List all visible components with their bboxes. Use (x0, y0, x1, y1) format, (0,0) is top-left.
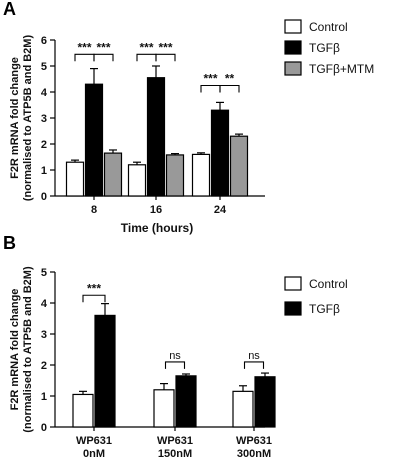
y-axis-label: F2R mRNA fold change(normalised to ATP5B… (9, 35, 34, 202)
legend-label: TGFβ (309, 41, 340, 55)
y-tick-label: 3 (41, 113, 47, 125)
significance-bracket (219, 84, 240, 93)
chart-panel-b: B 0 1 2 3 4 5 F2R mRNA fold change(normalised t… (3, 233, 348, 460)
x-tick-label-line: 150nM (158, 448, 192, 460)
x-tick-label-line: WP631 (157, 435, 193, 447)
y-axis-label-line: F2R mRNA fold change (9, 57, 21, 179)
x-tick-label: 16 (150, 204, 162, 216)
significance-label: *** (203, 72, 217, 86)
panel-label: B (3, 233, 16, 253)
y-axis-label-line: (normalised to ATP5B and B2M) (22, 266, 34, 433)
bar-control-1 (127, 164, 147, 197)
significance-label: ns (248, 350, 260, 362)
bar-control-2 (191, 153, 211, 197)
x-tick-label-line: 0nM (83, 448, 105, 460)
x-tick-label: 24 (214, 204, 227, 216)
significance-bracket (243, 361, 265, 369)
chart-panel-a: A 0 1 2 3 4 5 6 F2R mRNA fold change(normalised … (3, 0, 374, 235)
y-tick-label: 1 (41, 391, 47, 403)
y-tick-label: 4 (41, 87, 48, 99)
y-axis-label-line: (normalised to ATP5B and B2M) (22, 35, 34, 202)
x-tick-label-line: 8 (91, 204, 97, 216)
bar-tgf--0 (94, 314, 116, 428)
bar-tgf--1 (146, 77, 166, 197)
bar-tgf-mtm-1 (165, 154, 185, 197)
significance-bracket (93, 53, 114, 62)
significance-label: *** (96, 40, 110, 54)
significance-bracket (200, 84, 221, 93)
significance-label: ns (169, 350, 181, 362)
x-tick-label: 8 (91, 204, 97, 216)
legend-swatch (284, 61, 302, 76)
bar-control-2 (232, 390, 254, 428)
significance-bracket (74, 53, 95, 62)
significance-bracket (136, 53, 157, 62)
significance-label: ** (225, 72, 235, 86)
significance-bracket (164, 361, 186, 369)
significance-label: *** (139, 40, 153, 54)
y-tick-label: 4 (41, 298, 48, 310)
bar-tgf-mtm-0 (103, 152, 123, 197)
panel-label: A (3, 0, 16, 19)
legend-swatch (284, 301, 302, 316)
y-tick-label: 5 (41, 267, 47, 279)
x-tick-label-line: 16 (150, 204, 162, 216)
bar-tgf-mtm-2 (229, 135, 249, 197)
significance-label: *** (77, 40, 91, 54)
bar-tgf--1 (175, 375, 197, 428)
x-tick-label: WP631 300nM (236, 435, 272, 460)
legend-swatch (284, 19, 302, 34)
y-tick-label: 1 (41, 165, 47, 177)
y-tick-label: 0 (41, 422, 47, 434)
significance-bracket (82, 294, 106, 303)
bar-tgf--2 (210, 109, 230, 197)
x-tick-label: WP631 0nM (76, 435, 112, 460)
legend-swatch (284, 276, 302, 291)
y-tick-label: 0 (41, 191, 47, 203)
bar-control-0 (65, 161, 85, 197)
significance-label: *** (87, 281, 101, 295)
x-tick-label-line: 24 (214, 204, 227, 216)
x-axis-label: Time (hours) (121, 221, 193, 235)
x-tick-label-line: 300nM (237, 448, 271, 460)
significance-label: *** (158, 40, 172, 54)
y-tick-label: 3 (41, 329, 47, 341)
x-tick-label-line: WP631 (76, 435, 112, 447)
y-tick-label: 5 (41, 61, 47, 73)
y-tick-label: 2 (41, 139, 47, 151)
bar-tgf--0 (84, 83, 104, 197)
x-tick-label-line: WP631 (236, 435, 272, 447)
legend-label: TGFβ (309, 302, 340, 316)
y-tick-label: 2 (41, 360, 47, 372)
significance-bracket (155, 53, 176, 62)
y-tick-label: 6 (41, 35, 47, 47)
legend-label: Control (309, 20, 348, 34)
bar-tgf--2 (254, 376, 276, 428)
legend-label: TGFβ+MTM (309, 62, 374, 76)
bar-control-0 (72, 393, 94, 428)
x-tick-label: WP631 150nM (157, 435, 193, 460)
bar-control-1 (153, 389, 175, 428)
legend-swatch (284, 40, 302, 55)
y-axis-label: F2R mRNA fold change(normalised to ATP5B… (9, 266, 34, 433)
legend-label: Control (309, 277, 348, 291)
y-axis-label-line: F2R mRNA fold change (9, 289, 21, 411)
